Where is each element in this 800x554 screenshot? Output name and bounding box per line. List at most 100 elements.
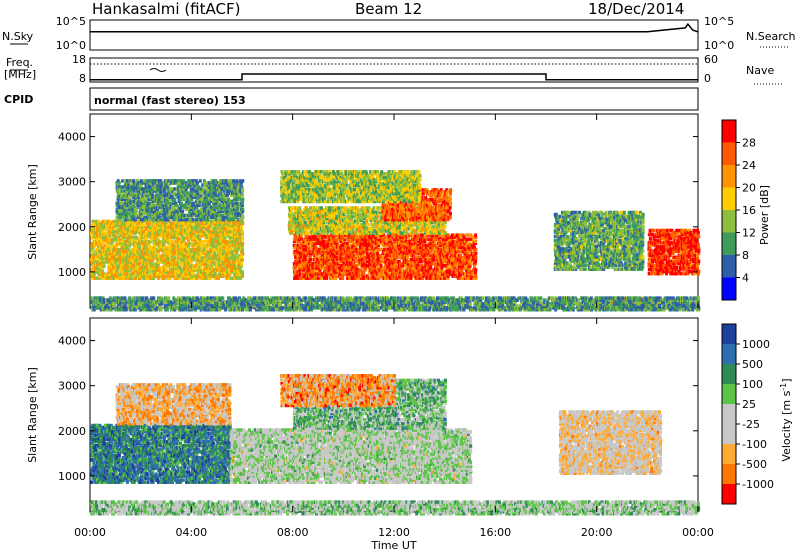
echo-cell [190, 225, 194, 230]
echo-cell [153, 213, 157, 218]
echo-cell [209, 266, 212, 270]
echo-cell [184, 227, 188, 232]
echo-cell [237, 266, 241, 270]
echo-cell [117, 258, 121, 262]
echo-cell [103, 225, 106, 230]
echo-cell [189, 260, 193, 264]
echo-cell [170, 223, 174, 228]
echo-cell [156, 183, 159, 187]
echo-cell [172, 236, 176, 240]
echo-cell [163, 211, 167, 216]
echo-cell [103, 258, 107, 262]
echo-cell [170, 195, 174, 199]
echo-cell [116, 227, 120, 232]
echo-cell [214, 242, 218, 246]
echo-cell [194, 242, 198, 246]
echo-cell [192, 250, 196, 254]
echo-cell [90, 262, 94, 266]
echo-cell [195, 276, 199, 280]
echo-cell [115, 242, 119, 246]
echo-cell [143, 242, 146, 246]
echo-cell [222, 240, 226, 244]
echo-cell [238, 223, 242, 228]
echo-cell [157, 185, 161, 189]
echo-cell [176, 233, 180, 238]
echo-cell [140, 274, 144, 278]
echo-cell [197, 236, 201, 240]
echo-cell [165, 181, 169, 185]
echo-cell [100, 266, 104, 270]
echo-cell [103, 221, 107, 226]
echo-cell [189, 231, 193, 236]
echo-cell [222, 238, 226, 242]
echo-cell [236, 272, 240, 276]
echo-cell [171, 189, 174, 193]
echo-cell [206, 227, 210, 232]
echo-cell [158, 246, 161, 250]
echo-cell [158, 199, 162, 203]
echo-cell [107, 274, 111, 278]
echo-cell [238, 233, 242, 238]
echo-cell [143, 244, 147, 248]
echo-cell [108, 254, 112, 258]
echo-cell [144, 238, 148, 242]
echo-cell [140, 213, 143, 218]
echo-cell [153, 221, 157, 226]
echo-cell [227, 260, 231, 264]
echo-cell [131, 223, 135, 228]
echo-cell [175, 209, 179, 214]
echo-cell [168, 240, 172, 244]
echo-cell [154, 268, 158, 272]
echo-cell [158, 242, 162, 246]
echo-cell [203, 256, 207, 260]
echo-cell [142, 187, 146, 191]
cpid-program-text: normal (fast stereo) 153 [94, 94, 246, 107]
echo-cell [162, 244, 166, 248]
echo-cell [148, 260, 152, 264]
echo-cell [179, 252, 183, 256]
echo-cell [215, 268, 219, 272]
echo-cell [113, 246, 117, 250]
echo-cell [158, 268, 161, 272]
nave-glitch [149, 68, 167, 72]
echo-cell [165, 203, 168, 208]
echo-cell [121, 270, 125, 274]
echo-cell [165, 179, 169, 183]
echo-cell [229, 236, 233, 240]
echo-cell [234, 236, 238, 240]
echo-cell [210, 254, 214, 258]
echo-cell [161, 242, 165, 246]
echo-cell [133, 264, 137, 268]
echo-cell [181, 252, 184, 256]
echo-cell [355, 247, 358, 252]
echo-cell [145, 272, 149, 276]
echo-cell [173, 187, 177, 191]
echo-cell [215, 238, 219, 242]
echo-cell [191, 272, 195, 276]
echo-cell [142, 268, 146, 272]
echo-cell [174, 179, 178, 183]
echo-cell [105, 223, 109, 228]
echo-cell [124, 231, 128, 236]
echo-cell [191, 217, 195, 222]
echo-cell [230, 252, 234, 256]
echo-cell [147, 185, 151, 189]
echo-cell [159, 211, 163, 216]
echo-cell [104, 233, 108, 238]
echo-cell [137, 195, 141, 199]
echo-cell [136, 179, 140, 183]
echo-cell [161, 205, 165, 210]
echo-cell [187, 260, 191, 264]
echo-cell [187, 254, 190, 258]
echo-cell [205, 229, 209, 234]
echo-cell [113, 262, 117, 266]
echo-cell [198, 276, 202, 280]
echo-cell [159, 274, 163, 278]
echo-cell [207, 268, 211, 272]
echo-cell [95, 238, 99, 242]
echo-cell [159, 225, 163, 230]
echo-cell [122, 274, 126, 278]
echo-cell [96, 270, 100, 274]
echo-cell [155, 229, 159, 234]
echo-cell [108, 233, 112, 238]
